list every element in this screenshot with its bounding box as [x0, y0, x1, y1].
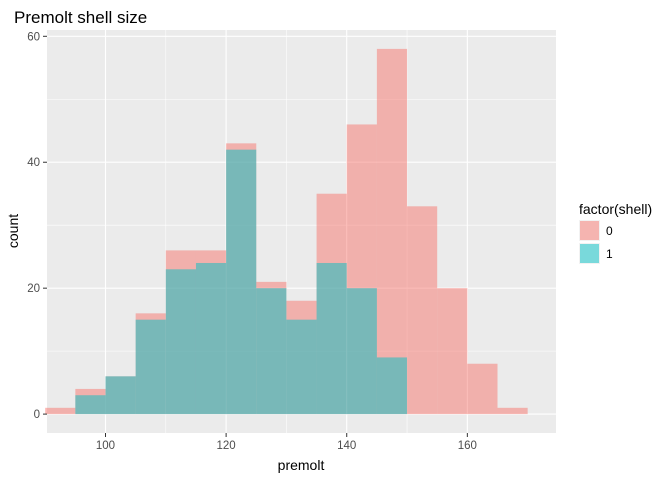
- bar-series-0: [467, 363, 498, 415]
- bar-series-0: [45, 407, 76, 415]
- bar-series-1: [135, 319, 166, 415]
- histogram-bars: [45, 48, 528, 415]
- bar-series-1: [256, 288, 287, 415]
- y-tick-label: 60: [27, 31, 40, 43]
- x-tick-label: 160: [458, 440, 477, 452]
- x-tick-label: 140: [337, 440, 356, 452]
- x-axis-title: premolt: [278, 457, 325, 473]
- y-tick-label: 40: [27, 157, 40, 169]
- legend-swatch-1: [580, 244, 599, 263]
- legend-label-1: 1: [606, 247, 613, 261]
- legend-title: factor(shell): [579, 201, 652, 217]
- legend-swatch-0: [580, 221, 599, 240]
- bar-series-1: [376, 357, 408, 415]
- y-axis-title: count: [5, 214, 21, 248]
- y-axis-ticks: 0 20 40 60: [27, 31, 47, 421]
- bar-series-1: [226, 149, 257, 415]
- bar-series-0: [376, 48, 408, 415]
- bar-series-1: [346, 288, 377, 415]
- legend-label-0: 0: [606, 224, 613, 238]
- bar-series-0: [407, 206, 438, 415]
- bar-series-0: [437, 288, 468, 415]
- bar-series-1: [286, 319, 317, 415]
- bar-series-1: [105, 376, 136, 415]
- x-tick-label: 120: [217, 440, 236, 452]
- bar-series-1: [195, 262, 227, 415]
- bar-series-1: [165, 269, 196, 415]
- bar-series-1: [316, 262, 347, 415]
- x-tick-label: 100: [96, 440, 115, 452]
- chart-title: Premolt shell size: [14, 8, 147, 27]
- bar-series-0: [497, 407, 528, 415]
- y-tick-label: 0: [34, 409, 40, 421]
- x-axis-ticks: 100 120 140 160: [96, 433, 477, 452]
- bar-series-1: [75, 395, 106, 415]
- y-tick-label: 20: [27, 283, 40, 295]
- legend: factor(shell) 0 1: [579, 201, 652, 264]
